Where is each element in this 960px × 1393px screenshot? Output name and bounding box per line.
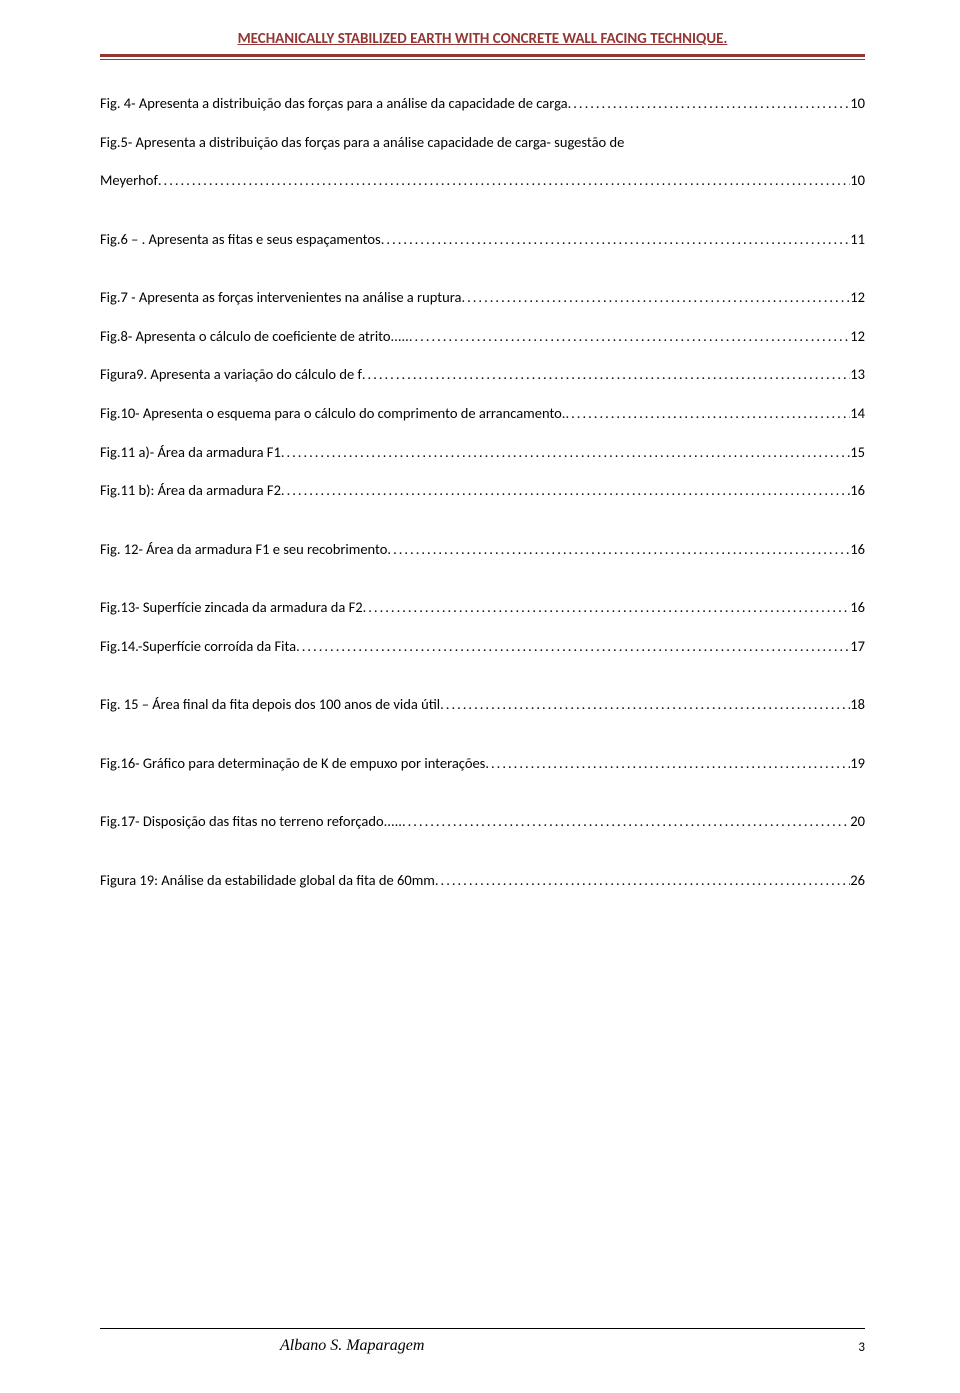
toc-entry-leader: ........................................… bbox=[409, 327, 850, 347]
toc-entry-leader: ........................................… bbox=[281, 481, 850, 501]
toc-entry-page: 12 bbox=[850, 327, 865, 347]
toc-entry-page: 17 bbox=[850, 637, 865, 657]
toc-entry-text: Fig.7 - Apresenta as forças intervenient… bbox=[100, 288, 461, 308]
toc-entry: Fig. 12- Área da armadura F1 e seu recob… bbox=[100, 540, 865, 560]
toc-entry-text: Fig.8- Apresenta o cálculo de coeficient… bbox=[100, 327, 409, 347]
toc-entry-page: 18 bbox=[850, 695, 865, 715]
toc-entry-leader: ........................................… bbox=[565, 404, 850, 424]
toc-entry-text: Fig.17- Disposição das fitas no terreno … bbox=[100, 812, 402, 832]
toc-entry: Fig.17- Disposição das fitas no terreno … bbox=[100, 812, 865, 832]
toc-entry: Fig.11 b): Área da armadura F2..........… bbox=[100, 481, 865, 501]
toc-entry-text: Figura 19: Análise da estabilidade globa… bbox=[100, 871, 435, 891]
toc-entry-leader: ........................................… bbox=[387, 540, 850, 560]
toc-entry-leader: ........................................… bbox=[296, 637, 850, 657]
toc-entry: Fig.6 – . Apresenta as fitas e seus espa… bbox=[100, 230, 865, 250]
toc-entry-text: Fig. 4- Apresenta a distribuição das for… bbox=[100, 94, 568, 114]
toc-entry-page: 16 bbox=[850, 481, 865, 501]
toc-entry: Fig.16- Gráfico para determinação de K d… bbox=[100, 754, 865, 774]
footer-author: Albano S. Maparagem bbox=[100, 1337, 424, 1355]
toc-entry-leader: ........................................… bbox=[281, 443, 850, 463]
toc-entry-page: 20 bbox=[850, 812, 865, 832]
footer-row: Albano S. Maparagem 3 bbox=[100, 1337, 865, 1355]
toc-entry-leader: ........................................… bbox=[568, 94, 851, 114]
toc-entry-page: 12 bbox=[850, 288, 865, 308]
toc-entry: Fig.11 a)- Área da armadura F1..........… bbox=[100, 443, 865, 463]
toc-entry-page: 19 bbox=[850, 754, 865, 774]
toc-entry-text: Fig. 12- Área da armadura F1 e seu recob… bbox=[100, 540, 387, 560]
toc-entry-leader: ........................................… bbox=[381, 230, 851, 250]
footer-page-number: 3 bbox=[858, 1340, 865, 1355]
toc-entry-leader: ........................................… bbox=[402, 812, 850, 832]
toc-entry-leader: ........................................… bbox=[485, 754, 850, 774]
toc-entry-text: Fig.6 – . Apresenta as fitas e seus espa… bbox=[100, 230, 381, 250]
toc-entry-text2: Meyerhof bbox=[100, 171, 158, 191]
toc-entry: Fig.14.-Superfície corroída da Fita.....… bbox=[100, 637, 865, 657]
toc-entry: Fig.8- Apresenta o cálculo de coeficient… bbox=[100, 327, 865, 347]
toc-entry-text: Fig.5- Apresenta a distribuição das forç… bbox=[100, 133, 865, 153]
toc-entry-page: 16 bbox=[850, 598, 865, 618]
toc-entry-page: 16 bbox=[850, 540, 865, 560]
toc-entry: Fig. 15 – Área final da fita depois dos … bbox=[100, 695, 865, 715]
toc-entry-page: 15 bbox=[850, 443, 865, 463]
footer-rule bbox=[100, 1328, 865, 1329]
footer: Albano S. Maparagem 3 bbox=[100, 1328, 865, 1355]
header-rule-thin bbox=[100, 59, 865, 60]
toc-entry-text: Fig.10- Apresenta o esquema para o cálcu… bbox=[100, 404, 565, 424]
toc-entry-leader: ........................................… bbox=[158, 171, 850, 191]
toc-container: Fig. 4- Apresenta a distribuição das for… bbox=[100, 94, 865, 891]
toc-entry-page: 10 bbox=[850, 94, 865, 114]
toc-entry-page: 26 bbox=[850, 871, 865, 891]
toc-entry-page: 14 bbox=[850, 404, 865, 424]
toc-entry: Fig.5- Apresenta a distribuição das forç… bbox=[100, 133, 865, 191]
toc-entry-leader: ........................................… bbox=[461, 288, 850, 308]
toc-entry: Figura 19: Análise da estabilidade globa… bbox=[100, 871, 865, 891]
toc-entry-page: 13 bbox=[850, 365, 865, 385]
toc-entry-leader: ........................................… bbox=[440, 695, 850, 715]
toc-entry-leader: ........................................… bbox=[362, 365, 850, 385]
toc-entry: Fig.7 - Apresenta as forças intervenient… bbox=[100, 288, 865, 308]
toc-entry-page: 11 bbox=[850, 230, 865, 250]
toc-entry-leader: ........................................… bbox=[363, 598, 851, 618]
header-title: MECHANICALLY STABILIZED EARTH WITH CONCR… bbox=[100, 30, 865, 48]
toc-entry: Fig.10- Apresenta o esquema para o cálcu… bbox=[100, 404, 865, 424]
toc-entry-text: Fig.11 a)- Área da armadura F1 bbox=[100, 443, 281, 463]
toc-entry-text: Fig.16- Gráfico para determinação de K d… bbox=[100, 754, 485, 774]
toc-entry: Figura9. Apresenta a variação do cálculo… bbox=[100, 365, 865, 385]
toc-entry: Fig. 4- Apresenta a distribuição das for… bbox=[100, 94, 865, 114]
toc-entry: Fig.13- Superfície zincada da armadura d… bbox=[100, 598, 865, 618]
toc-entry-leader: ........................................… bbox=[435, 871, 850, 891]
toc-entry-text: Fig.11 b): Área da armadura F2 bbox=[100, 481, 281, 501]
toc-entry-page: 10 bbox=[850, 171, 865, 191]
header-rule-thick bbox=[100, 54, 865, 57]
toc-entry-text: Fig. 15 – Área final da fita depois dos … bbox=[100, 695, 440, 715]
toc-entry-text: Fig.13- Superfície zincada da armadura d… bbox=[100, 598, 363, 618]
toc-entry-text: Figura9. Apresenta a variação do cálculo… bbox=[100, 365, 362, 385]
toc-entry-text: Fig.14.-Superfície corroída da Fita bbox=[100, 637, 296, 657]
